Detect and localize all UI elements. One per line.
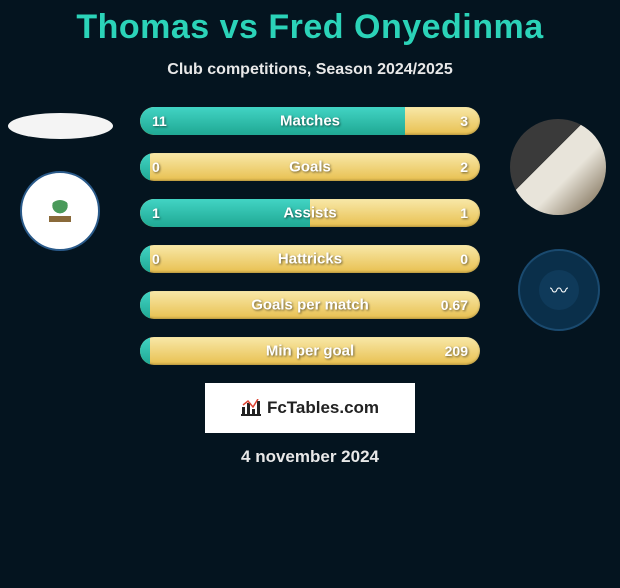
stat-value-right: 1 bbox=[460, 205, 468, 221]
stat-label: Assists bbox=[140, 205, 480, 222]
stat-value-right: 209 bbox=[445, 343, 468, 359]
stat-row: 1Assists1 bbox=[140, 199, 480, 227]
stat-row: Min per goal209 bbox=[140, 337, 480, 365]
club-left-badge bbox=[20, 171, 100, 251]
stat-row: 0Hattricks0 bbox=[140, 245, 480, 273]
date-label: 4 november 2024 bbox=[0, 447, 620, 467]
stat-value-right: 0.67 bbox=[441, 297, 468, 313]
tree-icon bbox=[49, 200, 71, 222]
wigan-badge bbox=[35, 186, 85, 236]
brand-chart-icon bbox=[241, 399, 261, 417]
stat-value-right: 0 bbox=[460, 251, 468, 267]
brand-box[interactable]: FcTables.com bbox=[205, 383, 415, 433]
page-title: Thomas vs Fred Onyedinma bbox=[0, 8, 620, 47]
page-subtitle: Club competitions, Season 2024/2025 bbox=[0, 61, 620, 79]
stat-row: 0Goals2 bbox=[140, 153, 480, 181]
stat-row: Goals per match0.67 bbox=[140, 291, 480, 319]
stat-value-right: 2 bbox=[460, 159, 468, 175]
stat-label: Min per goal bbox=[140, 343, 480, 360]
stat-label: Goals per match bbox=[140, 297, 480, 314]
swan-icon: 〰 bbox=[539, 270, 579, 310]
stat-value-right: 3 bbox=[460, 113, 468, 129]
stat-bars: 11Matches30Goals21Assists10Hattricks0Goa… bbox=[140, 103, 480, 365]
stat-row: 11Matches3 bbox=[140, 107, 480, 135]
stat-label: Hattricks bbox=[140, 251, 480, 268]
stat-label: Goals bbox=[140, 159, 480, 176]
comparison-panel: 〰 11Matches30Goals21Assists10Hattricks0G… bbox=[0, 103, 620, 467]
player-left-avatar bbox=[8, 113, 113, 139]
stat-label: Matches bbox=[140, 113, 480, 130]
brand-text: FcTables.com bbox=[267, 398, 379, 418]
player-right-avatar bbox=[510, 119, 606, 215]
club-right-badge: 〰 bbox=[518, 249, 600, 331]
